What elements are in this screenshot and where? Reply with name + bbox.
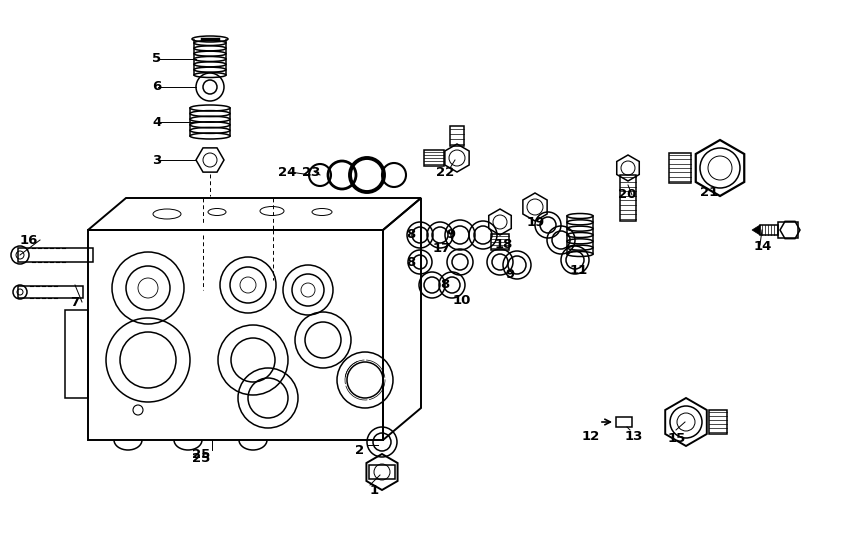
Bar bbox=[450, 126, 464, 146]
Text: 9: 9 bbox=[446, 228, 455, 241]
Text: 23: 23 bbox=[302, 165, 320, 179]
Bar bbox=[424, 150, 444, 166]
Text: 24: 24 bbox=[278, 165, 296, 179]
Bar bbox=[616, 417, 632, 427]
Bar bbox=[491, 234, 509, 250]
Text: 21: 21 bbox=[700, 186, 718, 199]
Text: 7: 7 bbox=[70, 295, 79, 308]
Text: 13: 13 bbox=[625, 429, 644, 442]
Text: 15: 15 bbox=[668, 431, 686, 444]
Bar bbox=[620, 175, 636, 221]
Text: 8: 8 bbox=[406, 255, 415, 268]
Text: 16: 16 bbox=[20, 233, 38, 246]
Text: 2: 2 bbox=[355, 443, 364, 456]
Text: 6: 6 bbox=[152, 80, 161, 93]
Bar bbox=[760, 225, 778, 235]
Bar bbox=[18, 248, 93, 262]
Text: 25: 25 bbox=[192, 451, 211, 464]
Text: 19: 19 bbox=[527, 215, 545, 228]
Text: 22: 22 bbox=[436, 165, 454, 179]
Bar bbox=[88, 230, 383, 440]
Text: 3: 3 bbox=[152, 153, 161, 166]
Text: 14: 14 bbox=[754, 240, 772, 253]
Text: 25: 25 bbox=[192, 448, 211, 461]
Text: 17: 17 bbox=[433, 241, 451, 254]
Text: 9: 9 bbox=[505, 268, 514, 281]
Text: 5: 5 bbox=[152, 52, 161, 65]
Bar bbox=[778, 222, 798, 238]
Text: 18: 18 bbox=[495, 238, 513, 251]
Polygon shape bbox=[752, 225, 760, 235]
Bar bbox=[18, 286, 83, 298]
Bar bbox=[669, 153, 691, 183]
Text: 12: 12 bbox=[582, 429, 601, 442]
Text: 4: 4 bbox=[152, 116, 161, 129]
Bar bbox=[369, 465, 395, 479]
Text: 20: 20 bbox=[618, 188, 636, 201]
Text: 8: 8 bbox=[440, 279, 450, 292]
Text: 10: 10 bbox=[453, 294, 471, 307]
Text: 8: 8 bbox=[406, 228, 415, 241]
Text: 11: 11 bbox=[570, 264, 589, 276]
Text: 1: 1 bbox=[370, 483, 379, 496]
Bar bbox=[709, 410, 727, 434]
